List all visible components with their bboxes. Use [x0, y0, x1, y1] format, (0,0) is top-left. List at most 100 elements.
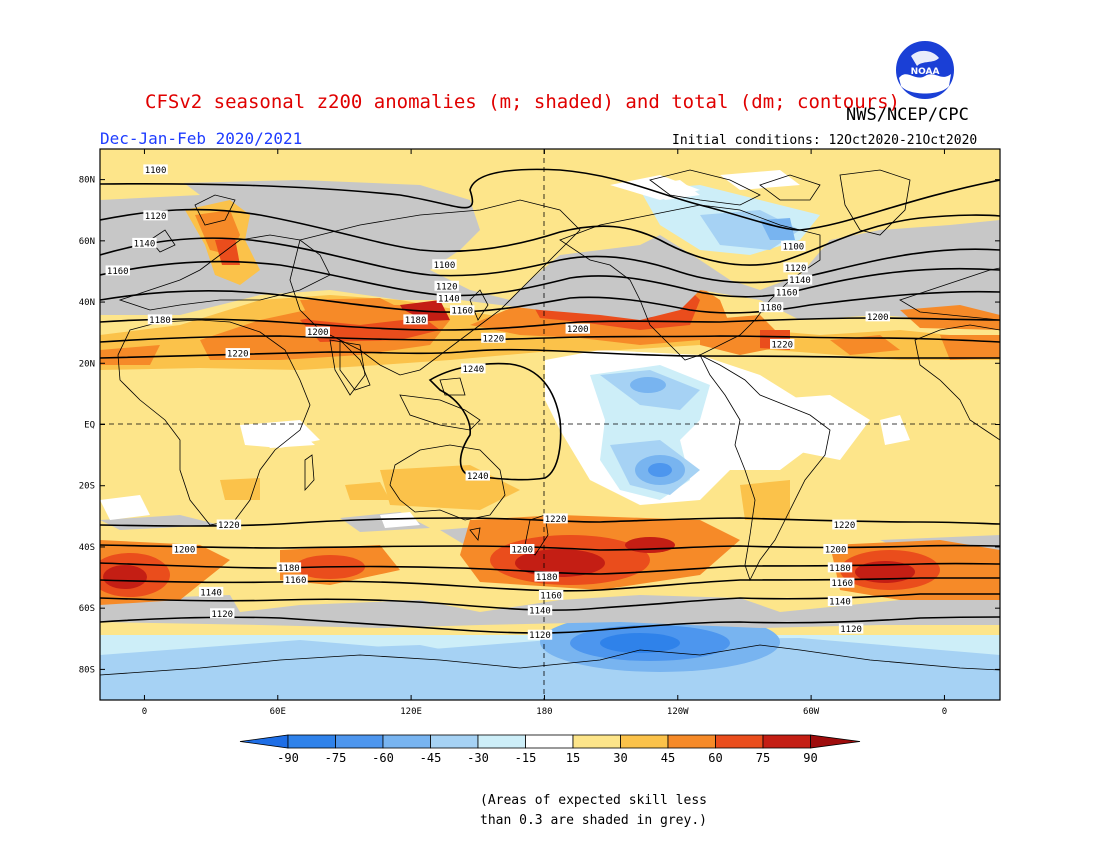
colorbar-swatch: [525, 734, 574, 749]
colorbar-arrow-left: [239, 734, 289, 749]
contour-label-bg: [565, 323, 590, 334]
contour-label: 1120: [785, 264, 807, 274]
contour-label-bg: [832, 519, 857, 530]
lon-tick-label: 60E: [270, 707, 286, 717]
contour-label: 1160: [285, 576, 307, 586]
colorbar-tick-label: -15: [515, 751, 537, 765]
contour-label: 1180: [829, 564, 851, 574]
lon-tick-label: 120E: [400, 707, 422, 717]
contour-label: 1160: [831, 579, 853, 589]
contour-label: 1100: [782, 242, 804, 252]
contour-label: 1180: [149, 316, 171, 326]
contour-label: 1200: [825, 546, 847, 556]
contour-label-bg: [434, 280, 459, 291]
contour-label-bg: [538, 589, 564, 600]
contour-label-bg: [465, 470, 490, 481]
colorbar-swatch: [382, 734, 431, 749]
contour-label: 1220: [218, 521, 240, 531]
colorbar-tick-label: -30: [467, 751, 489, 765]
lat-tick-label: 60N: [79, 237, 95, 247]
contour-label-bg: [830, 577, 855, 588]
skill-note-line-1: (Areas of expected skill less: [480, 793, 707, 808]
contour-label: 1200: [867, 313, 889, 323]
contour-label-bg: [432, 259, 457, 270]
colorbar-tick-label: 15: [566, 751, 580, 765]
contour-label: 1100: [434, 261, 456, 271]
colorbar-swatch: [762, 734, 811, 749]
lat-tick-label: EQ: [84, 421, 95, 431]
latitude-axis: 80N 60N 40N 20N EQ 20S 40S 60S 80S: [79, 176, 1000, 675]
colorbar-tick-label: 45: [661, 751, 675, 765]
contour-label: 1120: [529, 631, 551, 641]
contour-label: 1180: [536, 573, 558, 583]
colorbar-swatch: [667, 734, 716, 749]
contour-label-bg: [147, 314, 173, 325]
colorbar-swatch: [430, 734, 479, 749]
contour-label-bg: [305, 326, 330, 337]
contour-label: 1120: [145, 212, 167, 222]
contour-label-bg: [865, 311, 890, 322]
agency-label: NWS/NCEP/CPC: [846, 105, 969, 125]
contour-label-bg: [774, 286, 799, 297]
colorbar: -90 -75 -60 -45 -30 -15 15 30 45 60 75 90: [239, 734, 861, 765]
colorbar-swatch: [620, 734, 669, 749]
skill-note-line-2: than 0.3 are shaded in grey.): [480, 813, 707, 828]
svg-text:NOAA: NOAA: [911, 67, 940, 77]
contour-label: 1220: [227, 350, 249, 360]
chart-title: CFSv2 seasonal z200 anomalies (m; shaded…: [145, 91, 900, 113]
lon-tick-label: 0: [142, 707, 147, 717]
anomaly-shading: [100, 149, 1000, 700]
colorbar-tick-label: 75: [756, 751, 770, 765]
contour-label-bg: [436, 292, 462, 303]
contour-label: 1120: [436, 282, 458, 292]
contour-label-bg: [210, 608, 235, 619]
contour-label: 1200: [567, 325, 589, 335]
colorbar-tick-label: 90: [803, 751, 817, 765]
contour-label-bg: [781, 240, 806, 251]
contour-label: 1140: [134, 239, 156, 249]
contour-label-bg: [527, 605, 553, 616]
contour-label: 1100: [145, 166, 167, 176]
lat-tick-label: 40S: [79, 543, 95, 553]
contour-label: 1240: [462, 365, 484, 375]
contour-label-bg: [283, 574, 308, 585]
contour-label-bg: [783, 262, 808, 273]
colorbar-arrow-right: [810, 734, 861, 749]
contour-label: 1160: [540, 591, 562, 601]
season-label: Dec-Jan-Feb 2020/2021: [100, 129, 303, 148]
colorbar-tick-label: 30: [613, 751, 627, 765]
contour-label-bg: [143, 164, 168, 175]
contour-label: 1160: [776, 288, 798, 298]
contour-label: 1200: [511, 546, 533, 556]
initial-conditions-label: Initial conditions: 12Oct2020-21Oct2020: [672, 133, 978, 148]
contour-label-bg: [403, 314, 428, 325]
contour-label-bg: [450, 305, 475, 316]
contour-label: 1220: [834, 521, 856, 531]
colorbar-swatch: [287, 734, 336, 749]
contour-label: 1140: [789, 276, 811, 286]
lat-tick-label: 80S: [79, 665, 95, 675]
contour-label-bg: [143, 210, 168, 221]
contour-label: 1200: [307, 328, 329, 338]
contour-label: 1240: [467, 472, 489, 482]
contour-label-bg: [510, 544, 535, 555]
contour-label: 1220: [771, 340, 793, 350]
contour-label-bg: [198, 586, 224, 597]
contour-labels: 1100 1120 1140 1160 1180 1200 1220 1180 1100 1120…: [105, 164, 890, 641]
lat-tick-label: 60S: [79, 604, 95, 614]
contour-label: 1180: [278, 564, 300, 574]
noaa-logo-icon: NOAA: [893, 38, 957, 102]
contour-label-bg: [787, 274, 813, 285]
contour-label: 1140: [438, 294, 460, 304]
contour-label-bg: [276, 562, 302, 573]
colorbar-tick-label: -60: [372, 751, 394, 765]
colorbar-swatch: [572, 734, 621, 749]
contour-label-bg: [534, 571, 559, 582]
colorbar-tick-label: 60: [708, 751, 722, 765]
lon-tick-label: 120W: [667, 707, 689, 717]
colorbar-tick-label: -45: [420, 751, 442, 765]
lon-tick-label: 180: [536, 707, 552, 717]
contour-label: 1120: [840, 625, 862, 635]
contour-label: 1120: [211, 610, 233, 620]
